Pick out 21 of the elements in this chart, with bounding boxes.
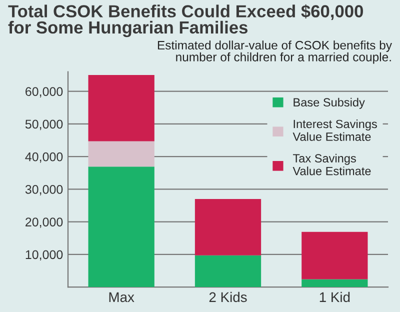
legend-label: Interest Savings Value Estimate	[292, 120, 377, 141]
y-tick-label: 20,000	[26, 218, 63, 228]
y-tick-label: 50,000	[25, 120, 63, 130]
y-tick-label: 10,000	[26, 250, 63, 261]
bar	[88, 75, 154, 142]
y-tick-label: 60,000	[26, 87, 63, 98]
bar	[194, 198, 262, 256]
bar	[302, 279, 368, 288]
bar	[88, 166, 154, 288]
legend-label: Base Subsidy	[294, 98, 365, 109]
bar	[88, 141, 154, 167]
bar	[302, 232, 368, 280]
x-tick-label: Max	[109, 292, 134, 302]
y-tick-label: 30,000	[25, 184, 63, 196]
x-tick-label: 2 Kids	[209, 292, 247, 302]
y-tick-label: 40,000	[25, 152, 63, 163]
legend-label: Tax Savings Value Estimate	[292, 154, 371, 176]
chart-subtitle: Estimated dollar-value of CSOK benefits by number of children for a married couple.	[158, 40, 392, 64]
x-tick-label: 1 Kid	[320, 292, 350, 302]
chart-title: Total CSOK Benefits Could Exceed $60,000 for Some Hungarian Families	[8, 4, 363, 38]
bar	[194, 255, 262, 288]
